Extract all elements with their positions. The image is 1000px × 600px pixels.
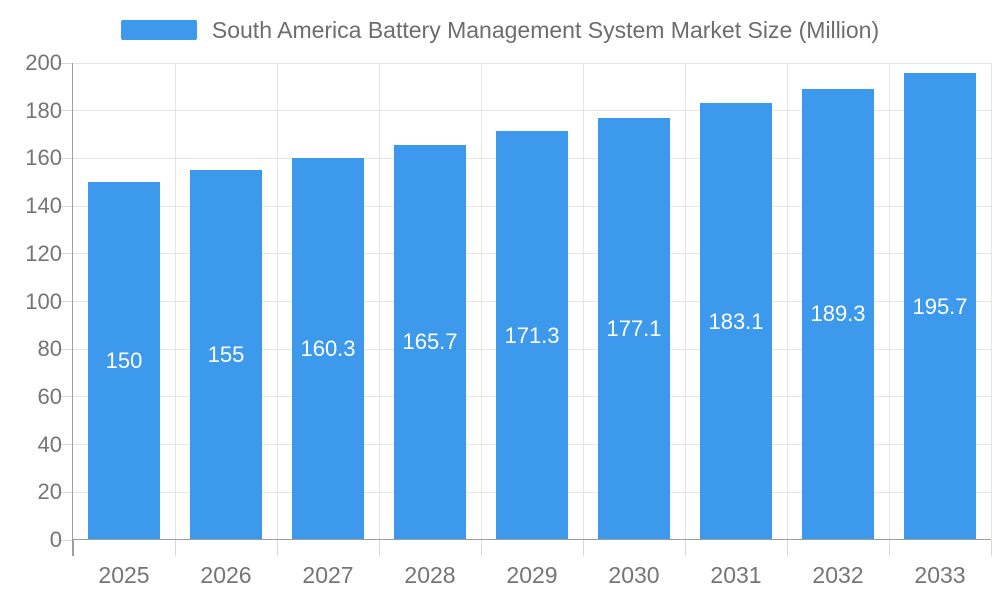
h-gridline — [73, 62, 991, 64]
bar-value-label: 165.7 — [402, 329, 458, 355]
y-axis-tick — [58, 205, 73, 207]
y-axis-tick — [58, 396, 73, 398]
v-gridline — [174, 63, 176, 540]
x-axis-tick — [990, 540, 992, 556]
bar-value-label: 183.1 — [708, 308, 764, 334]
y-tick-label: 80 — [37, 336, 62, 362]
bar-value-label: 171.3 — [504, 322, 560, 348]
x-axis-tick — [174, 540, 176, 556]
bar-value-label: 155 — [207, 342, 245, 368]
y-axis-tick — [58, 491, 73, 493]
v-gridline — [888, 63, 890, 540]
v-gridline — [582, 63, 584, 540]
y-axis-line — [71, 63, 73, 540]
y-tick-label: 40 — [37, 431, 62, 457]
legend-item[interactable]: South America Battery Management System … — [0, 14, 1000, 46]
x-tick-label: 2030 — [608, 562, 660, 588]
bar-2029: 171.3 — [496, 131, 568, 540]
x-tick-label: 2026 — [200, 562, 252, 588]
y-axis-tick — [58, 157, 73, 159]
x-tick-label: 2032 — [812, 562, 864, 588]
y-tick-label: 60 — [37, 383, 62, 409]
bar-value-label: 160.3 — [300, 335, 356, 361]
y-tick-label: 180 — [25, 97, 62, 123]
x-tick-label: 2025 — [98, 562, 150, 588]
x-tick-label: 2028 — [404, 562, 456, 588]
y-tick-label: 200 — [25, 50, 62, 75]
x-axis-tick — [684, 540, 686, 556]
x-tick-label: 2033 — [914, 562, 966, 588]
bar-2027: 160.3 — [292, 157, 364, 540]
bar-value-label: 195.7 — [912, 293, 968, 319]
x-tick-label: 2027 — [302, 562, 354, 588]
plot-area: 150 155 160.3 165.7 171.3 177.1 183.1 189.3 195.… — [58, 62, 992, 556]
x-axis-tick — [72, 540, 74, 556]
y-axis-tick — [58, 301, 73, 302]
bar-2025: 150 — [88, 182, 160, 540]
bar-2033: 195.7 — [904, 73, 976, 540]
x-tick-label: 2031 — [710, 562, 762, 588]
bar-2028: 165.7 — [394, 144, 466, 540]
y-tick-label: 140 — [25, 193, 62, 219]
v-gridline — [276, 63, 278, 540]
y-axis-tick — [58, 110, 73, 112]
bar-value-label: 189.3 — [810, 301, 866, 327]
bar-value-label: 150 — [105, 348, 143, 374]
y-axis-tick — [58, 539, 73, 541]
x-tick-label: 2029 — [506, 562, 558, 588]
x-axis-line — [71, 538, 991, 540]
x-axis-tick — [888, 540, 890, 556]
y-axis-tick — [58, 444, 73, 446]
v-gridline — [990, 63, 992, 540]
x-axis-tick — [480, 540, 482, 556]
y-axis-tick — [58, 253, 73, 255]
y-axis-tick — [58, 62, 73, 64]
v-gridline — [684, 63, 686, 540]
y-tick-label: 20 — [37, 479, 62, 505]
legend-swatch-icon — [120, 20, 197, 40]
y-tick-label: 160 — [25, 145, 62, 171]
bar-value-label: 177.1 — [606, 315, 662, 341]
legend-label: South America Battery Management System … — [211, 17, 880, 43]
x-axis-tick — [582, 540, 584, 556]
bar-2032: 189.3 — [802, 88, 874, 540]
bar-2030: 177.1 — [598, 117, 670, 540]
v-gridline — [480, 63, 482, 540]
y-tick-label: 0 — [49, 527, 62, 552]
bar-2031: 183.1 — [700, 103, 772, 540]
h-gridline — [73, 110, 991, 112]
x-axis-tick — [786, 540, 788, 556]
x-axis-tick — [378, 540, 380, 556]
x-axis-tick — [276, 540, 278, 556]
bar-2026: 155 — [190, 170, 262, 540]
v-gridline — [786, 63, 788, 540]
v-gridline — [378, 63, 380, 540]
y-tick-label: 120 — [25, 240, 62, 266]
y-axis-tick — [58, 348, 73, 350]
y-tick-label: 100 — [25, 288, 62, 314]
